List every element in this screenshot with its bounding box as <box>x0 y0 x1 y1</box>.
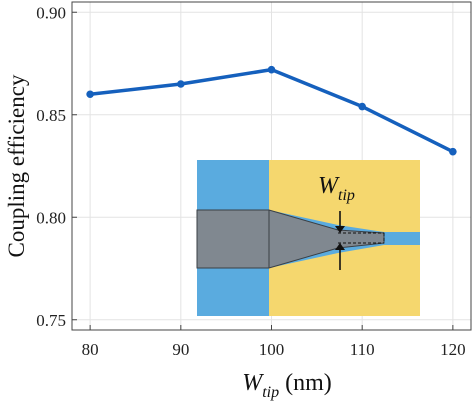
inset-label-symbol: W <box>318 173 340 199</box>
x-tick-label: 100 <box>259 340 285 359</box>
x-axis-title-subscript: tip <box>262 384 279 401</box>
x-axis-ticks: 80 90 100 110 120 <box>82 325 466 359</box>
y-axis-title: Coupling efficiency <box>4 74 29 257</box>
data-point <box>449 147 457 156</box>
inset-arrowhead-down <box>335 226 345 233</box>
x-axis-title-unit: (nm) <box>279 370 332 396</box>
x-tick-label: 80 <box>82 340 99 359</box>
x-tick-label: 120 <box>440 340 466 359</box>
inset-label-subscript: tip <box>338 187 355 204</box>
y-tick-label: 0.90 <box>36 3 66 22</box>
inset-wtip-label: Wtip <box>318 173 355 204</box>
inset-arrowhead-up <box>335 243 345 250</box>
inset-schematic: Wtip <box>196 160 420 316</box>
y-axis-ticks: 0.75 0.80 0.85 0.90 <box>36 3 77 330</box>
data-point <box>86 90 94 99</box>
y-tick-label: 0.85 <box>36 106 66 125</box>
x-tick-label: 90 <box>172 340 189 359</box>
data-point <box>267 65 276 74</box>
x-axis-title: Wtip (nm) <box>242 370 332 401</box>
y-tick-label: 0.80 <box>36 208 66 227</box>
x-tick-label: 110 <box>350 340 375 359</box>
x-axis-title-symbol: W <box>242 370 264 396</box>
data-point <box>177 80 185 88</box>
data-point <box>358 102 366 111</box>
y-tick-label: 0.75 <box>36 311 66 330</box>
series-coupling-efficiency <box>86 65 457 156</box>
